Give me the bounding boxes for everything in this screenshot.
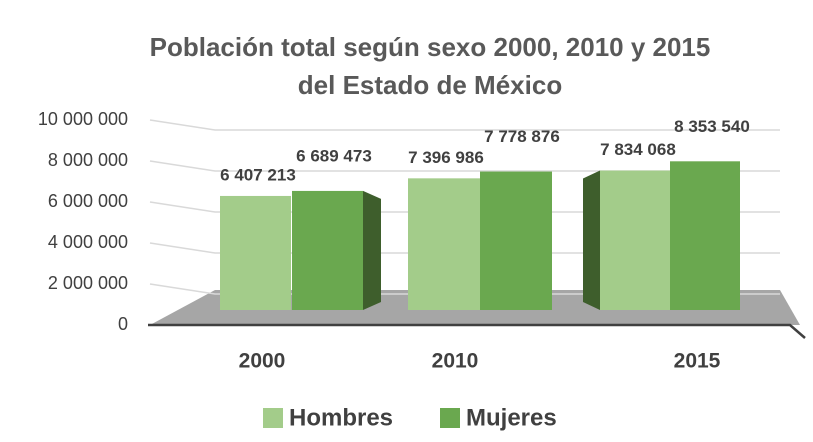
value-label: 7 778 876 [484, 127, 560, 146]
y-tick-label: 2 000 000 [48, 273, 128, 293]
x-axis [148, 323, 806, 339]
y-tick-label: 6 000 000 [48, 191, 128, 211]
grid-line [149, 160, 780, 172]
value-label: 7 396 986 [408, 148, 484, 167]
value-label: 6 689 473 [296, 146, 372, 165]
y-tick-label: 4 000 000 [48, 232, 128, 252]
legend-swatch [263, 408, 283, 428]
legend-swatch [440, 408, 460, 428]
bar-side [363, 190, 381, 310]
y-tick-label: 8 000 000 [48, 150, 128, 170]
bar-side [583, 170, 600, 310]
bar [670, 161, 740, 310]
x-tick-label: 2015 [674, 350, 721, 373]
bar [600, 170, 670, 310]
y-tick-label: 0 [118, 314, 128, 334]
chart-title: Población total según sexo 2000, 2010 y … [149, 32, 711, 100]
y-tick-label: 10 000 000 [38, 109, 128, 129]
value-label: 7 834 068 [600, 140, 676, 159]
bar [220, 195, 291, 310]
legend-label: Hombres [289, 404, 393, 431]
value-label: 6 407 213 [220, 165, 296, 184]
bar [292, 190, 363, 310]
value-label: 8 353 540 [674, 117, 750, 136]
bar [480, 171, 552, 310]
x-tick-label: 2010 [432, 350, 479, 373]
bar [408, 178, 480, 310]
legend-label: Mujeres [466, 404, 557, 431]
grid-line [149, 119, 780, 131]
x-tick-label: 2000 [239, 350, 286, 373]
